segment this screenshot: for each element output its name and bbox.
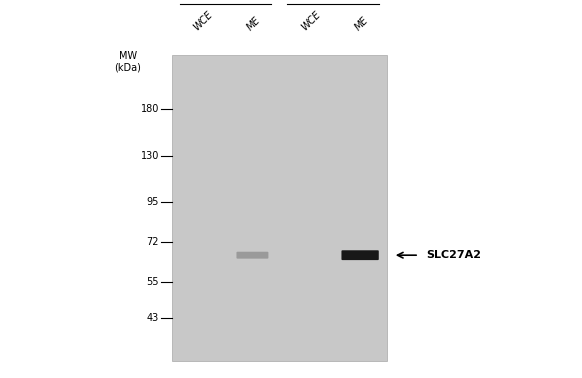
Text: unboiled: unboiled: [309, 0, 357, 2]
Text: 130: 130: [140, 151, 159, 161]
FancyBboxPatch shape: [236, 252, 268, 259]
Text: MW
(kDa): MW (kDa): [115, 51, 141, 73]
Text: ME: ME: [353, 15, 370, 32]
Text: 43: 43: [147, 313, 159, 323]
Text: WCE: WCE: [299, 9, 322, 32]
Text: WCE: WCE: [191, 9, 215, 32]
Text: 55: 55: [147, 277, 159, 287]
Text: 72: 72: [147, 237, 159, 248]
Text: 95: 95: [147, 197, 159, 207]
Text: ME: ME: [246, 15, 262, 32]
Text: 180: 180: [140, 104, 159, 113]
FancyBboxPatch shape: [342, 250, 379, 260]
Text: boiled: boiled: [208, 0, 243, 2]
Text: SLC27A2: SLC27A2: [426, 250, 481, 260]
FancyBboxPatch shape: [172, 55, 387, 361]
